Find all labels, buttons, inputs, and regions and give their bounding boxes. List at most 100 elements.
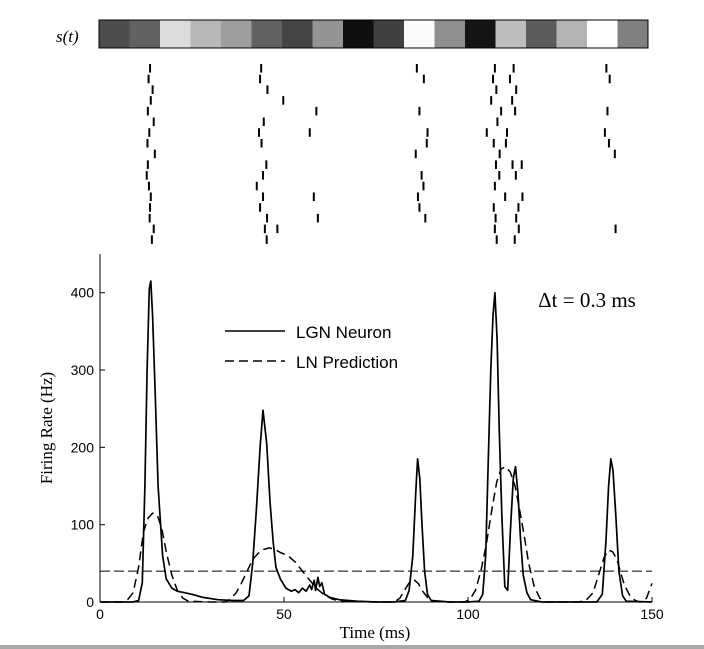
stimulus-cell [526,20,557,48]
spike-tick [257,128,260,137]
spike-tick [259,203,262,212]
x-tick-label: 150 [640,606,664,622]
series-ln-prediction [100,465,653,603]
spike-tick [504,192,507,202]
spike-tick [511,160,514,169]
spike-tick [153,149,156,159]
spike-tick [513,235,516,244]
legend-label-ln: LN Prediction [296,353,398,372]
y-tick-label: 200 [71,439,95,455]
spike-tick [614,224,617,234]
spike-tick [494,160,497,169]
spike-tick [147,181,150,191]
spike-tick [146,160,149,169]
spike-tick [266,85,269,94]
spike-tick [315,106,318,116]
spike-tick [603,128,606,137]
spike-tick [282,96,285,105]
spike-tick [424,213,427,223]
spike-tick [260,64,263,73]
spike-tick [414,149,417,159]
stimulus-cell [373,20,405,48]
stimulus-cell [282,20,313,48]
x-tick-label: 0 [96,606,104,622]
stimulus-cell [343,20,374,48]
spike-tick [520,160,523,169]
spike-tick [147,74,150,84]
spike-tick [492,138,495,148]
spike-tick [422,74,425,84]
spike-tick [613,149,616,159]
stimulus-cell [556,20,588,48]
spike-tick [606,106,609,116]
spike-tick [265,235,268,244]
spike-tick [416,192,419,202]
spike-tick [504,138,507,148]
spike-tick [425,138,428,148]
x-tick-label: 50 [276,606,292,622]
spike-tick [145,171,148,180]
stimulus-strip [98,19,649,49]
spike-tick [262,192,265,202]
spike-tick [493,181,496,191]
spike-tick [276,224,279,234]
stimulus-cell [495,20,527,48]
spike-tick [146,138,149,148]
spike-tick [514,106,517,116]
spike-tick [262,171,265,180]
spike-tick [266,213,269,223]
spike-tick [492,203,495,212]
spike-tick [492,74,495,84]
spike-tick [495,85,498,94]
spike-tick [149,64,152,73]
spike-tick [521,192,524,202]
x-tick-label: 100 [456,606,480,622]
stimulus-cell [434,20,466,48]
spike-tick [260,138,263,148]
stimulus-cell [617,20,649,48]
spike-tick [418,203,421,212]
stimulus-cell [312,20,344,48]
y-tick-label: 300 [71,362,95,378]
spike-tick [517,224,520,234]
spike-tick [149,96,152,105]
spike-tick [149,203,152,212]
stimulus-cell [251,20,283,48]
spike-tick [148,213,151,223]
spike-tick [496,117,499,127]
spike-tick [259,74,262,84]
stimulus-cell [129,20,161,48]
spike-tick [517,203,520,212]
legend-label-lgn: LGN Neuron [296,323,391,342]
series-lgn-neuron [100,280,653,603]
spike-tick [607,138,610,148]
spike-tick [262,117,265,127]
stimulus-cell [99,20,130,48]
stimulus-cell [587,20,618,48]
spike-tick [418,106,421,116]
spike-tick [514,171,517,180]
y-tick-labels: 0 100 200 300 400 [71,285,95,610]
stimulus-cell [190,20,222,48]
spike-tick [515,213,518,223]
spike-tick [493,224,496,234]
spike-tick [422,181,425,191]
spike-tick [500,106,503,116]
spike-tick [605,64,608,73]
y-axis-label: Firing Rate (Hz) [37,372,56,484]
x-axis-label: Time (ms) [340,623,411,642]
spike-tick [312,192,315,202]
spike-tick [608,74,611,84]
spike-tick [148,128,151,137]
spike-tick [512,64,515,73]
stimulus-cell [465,20,496,48]
stimulus-cell [404,20,435,48]
series-layer [100,280,653,603]
stimulus-frame [98,19,649,49]
spike-tick [508,74,511,84]
stimulus-cell [160,20,191,48]
spike-tick [495,235,498,244]
stimulus-cell [221,20,252,48]
spike-tick [415,64,418,73]
